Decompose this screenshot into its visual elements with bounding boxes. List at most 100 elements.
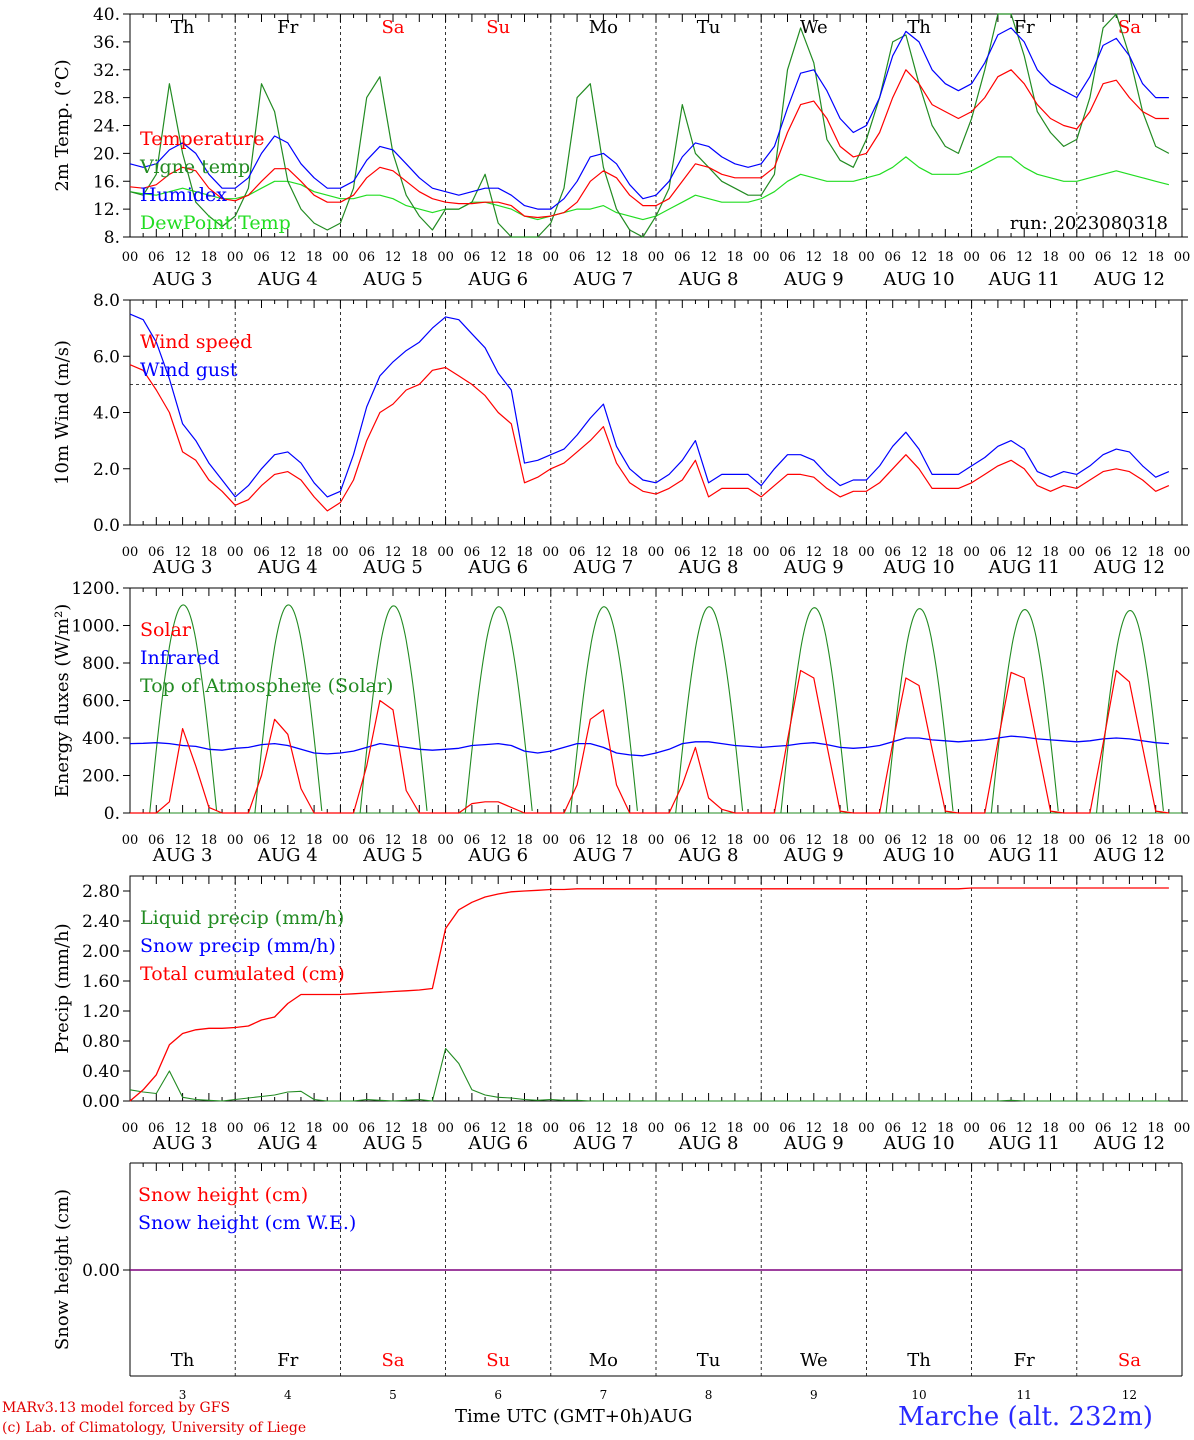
temperature-day-name: Sa: [381, 17, 404, 38]
wind-x-hour-label: 18: [832, 545, 849, 560]
precip-y-tick-label: 2.80: [82, 882, 120, 902]
wind-x-hour-label: 06: [358, 545, 375, 560]
temperature-x-hour-label: 06: [464, 250, 481, 265]
wind-x-date-label: AUG 8: [678, 557, 739, 578]
wind-x-hour-label: 18: [1147, 545, 1164, 560]
temperature-x-hour-label: 00: [332, 250, 349, 265]
temperature-x-hour-label: 18: [306, 250, 323, 265]
temperature-x-hour-label: 06: [884, 250, 901, 265]
wind-x-hour-label: 06: [990, 545, 1007, 560]
energy-x-date-label: AUG 4: [257, 845, 318, 866]
energy-x-hour-label: 12: [700, 833, 717, 848]
temperature-x-hour-label: 12: [174, 250, 191, 265]
wind-x-hour-label: 12: [700, 545, 717, 560]
energy-x-hour-label: 12: [174, 833, 191, 848]
wind-x-hour-label: 12: [595, 545, 612, 560]
energy-x-hour-label: 18: [516, 833, 533, 848]
wind-y-tick-label: 0.0: [93, 516, 120, 536]
energy-x-hour-label: 00: [122, 833, 139, 848]
precip-x-date-label: AUG 7: [573, 1133, 634, 1154]
snow-day-name: Th: [171, 1350, 195, 1371]
temperature-y-tick-label: 8.: [104, 228, 120, 248]
energy-x-hour-label: 06: [464, 833, 481, 848]
temperature-day-name: Th: [171, 17, 195, 38]
precip-x-date-label: AUG 8: [678, 1133, 739, 1154]
temperature-x-hour-label: 06: [148, 250, 165, 265]
precip-legend-total-cumulated-cm-: Total cumulated (cm): [140, 963, 345, 985]
lab-credit: (c) Lab. of Climatology, University of L…: [2, 1420, 307, 1436]
wind-x-date-label: AUG 3: [152, 557, 213, 578]
temperature-y-tick-label: 28.: [93, 89, 120, 109]
temperature-x-hour-label: 00: [963, 250, 980, 265]
energy-y-tick-label: 0.: [104, 804, 120, 824]
energy-x-hour-label: 12: [490, 833, 507, 848]
temperature-x-hour-label: 00: [1174, 250, 1191, 265]
temperature-x-hour-label: 06: [990, 250, 1007, 265]
precip-x-hour-label: 06: [569, 1121, 586, 1136]
energy-series-toa-solar: [675, 606, 744, 814]
energy-x-hour-label: 06: [884, 833, 901, 848]
snow-day-name: Mo: [589, 1350, 618, 1371]
temperature-x-hour-label: 18: [411, 250, 428, 265]
precip-x-hour-label: 12: [1016, 1121, 1033, 1136]
energy-y-tick-label: 800.: [82, 654, 120, 674]
energy-x-hour-label: 00: [543, 833, 560, 848]
temperature-x-hour-label: 06: [1095, 250, 1112, 265]
wind-x-date-label: AUG 5: [362, 557, 423, 578]
run-label: run: 2023080318: [1010, 213, 1168, 234]
precip-x-hour-label: 00: [753, 1121, 770, 1136]
precip-x-hour-label: 12: [174, 1121, 191, 1136]
energy-series-toa-solar: [464, 606, 533, 814]
energy-legend-solar: Solar: [140, 619, 192, 641]
energy-x-date-label: AUG 8: [678, 845, 739, 866]
energy-y-tick-label: 200.: [82, 767, 120, 787]
temperature-legend-humidex: Humidex: [140, 184, 227, 206]
wind-y-tick-label: 2.0: [93, 460, 120, 480]
wind-x-hour-label: 06: [464, 545, 481, 560]
precip-x-hour-label: 12: [700, 1121, 717, 1136]
precip-x-hour-label: 06: [148, 1121, 165, 1136]
energy-series-solar: [130, 669, 1169, 814]
snow-day-number: 4: [284, 1388, 292, 1402]
wind-x-hour-label: 06: [674, 545, 691, 560]
energy-x-hour-label: 00: [437, 833, 454, 848]
wind-x-hour-label: 06: [779, 545, 796, 560]
wind-series-wind-speed: [129, 364, 1170, 512]
temperature-x-date-label: AUG 5: [362, 269, 423, 290]
energy-x-hour-label: 18: [1147, 833, 1164, 848]
temperature-y-tick-label: 16.: [93, 172, 120, 192]
energy-x-hour-label: 18: [727, 833, 744, 848]
temperature-x-hour-label: 12: [700, 250, 717, 265]
temperature-x-hour-label: 00: [1069, 250, 1086, 265]
wind-x-hour-label: 18: [306, 545, 323, 560]
temperature-y-axis-label: 2m Temp. (°C): [52, 59, 73, 191]
temperature-x-hour-label: 00: [437, 250, 454, 265]
temperature-y-tick-label: 32.: [93, 61, 120, 81]
precip-legend-snow-precip-mm-h-: Snow precip (mm/h): [140, 935, 336, 957]
temperature-day-name: We: [800, 17, 828, 38]
wind-x-hour-label: 06: [148, 545, 165, 560]
energy-series-toa-solar: [254, 604, 323, 814]
wind-x-hour-label: 00: [858, 545, 875, 560]
precip-x-hour-label: 00: [648, 1121, 665, 1136]
temperature-x-hour-label: 06: [253, 250, 270, 265]
temperature-day-name: Fr: [277, 17, 298, 38]
precip-x-date-label: AUG 9: [783, 1133, 844, 1154]
energy-x-hour-label: 06: [358, 833, 375, 848]
temperature-x-hour-label: 00: [648, 250, 665, 265]
energy-x-date-label: AUG 11: [988, 845, 1060, 866]
snow-legend-snow-height-cm-w-e-: Snow height (cm W.E.): [138, 1212, 356, 1234]
temperature-x-hour-label: 00: [753, 250, 770, 265]
precip-x-hour-label: 18: [727, 1121, 744, 1136]
temperature-x-date-label: AUG 8: [678, 269, 739, 290]
precip-x-hour-label: 00: [332, 1121, 349, 1136]
energy-x-hour-label: 06: [569, 833, 586, 848]
temperature-x-date-label: AUG 12: [1093, 269, 1165, 290]
energy-x-hour-label: 12: [385, 833, 402, 848]
temperature-y-tick-label: 20.: [93, 144, 120, 164]
temperature-x-hour-label: 06: [358, 250, 375, 265]
precip-y-tick-label: 2.00: [82, 942, 120, 962]
wind-x-hour-label: 12: [1016, 545, 1033, 560]
model-credit: MARv3.13 model forced by GFS: [2, 1400, 231, 1416]
